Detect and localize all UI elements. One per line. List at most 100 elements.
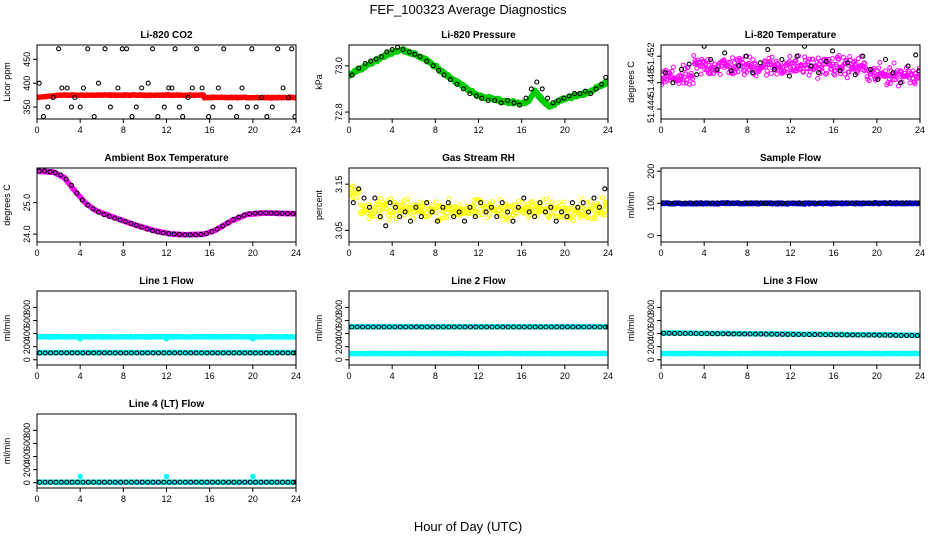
data-point: [539, 86, 545, 92]
data-point: [199, 350, 205, 356]
data-point: [429, 209, 435, 215]
data-point: [456, 202, 462, 208]
data-point: [852, 72, 858, 78]
y-tick-label: 600: [22, 313, 32, 328]
data-point: [816, 70, 822, 76]
data-point: [553, 218, 559, 224]
series-pres-0: [349, 45, 608, 110]
data-point: [817, 200, 823, 206]
data-point: [405, 196, 411, 201]
data-point: [403, 324, 409, 330]
data-point: [605, 324, 608, 330]
data-point: [74, 190, 80, 196]
data-point: [577, 91, 583, 97]
x-tick-label: 20: [560, 125, 570, 135]
data-point: [779, 56, 785, 63]
data-point: [285, 350, 291, 356]
data-point: [830, 48, 836, 54]
data-point: [828, 332, 834, 338]
data-point: [570, 324, 576, 330]
data-point: [236, 350, 242, 356]
data-point: [709, 200, 715, 206]
data-point: [866, 200, 872, 206]
data-point: [764, 72, 769, 78]
data-point: [677, 200, 683, 206]
x-tick-label: 0: [34, 248, 39, 258]
data-point: [669, 68, 675, 74]
data-point: [505, 97, 511, 104]
data-point: [77, 336, 83, 342]
data-point: [876, 65, 882, 71]
data-point: [806, 332, 812, 338]
data-point: [376, 324, 382, 330]
figure-xlabel: Hour of Day (UTC): [414, 519, 522, 534]
data-point: [844, 75, 850, 81]
data-point: [236, 214, 242, 220]
data-point: [155, 114, 161, 119]
data-point: [758, 200, 764, 206]
data-point: [58, 172, 64, 178]
y-tick-label: 24.0: [22, 225, 32, 243]
data-point: [841, 55, 846, 60]
data-point: [516, 324, 522, 330]
data-point: [670, 80, 676, 86]
data-point: [664, 78, 670, 84]
data-point: [794, 53, 800, 59]
data-point: [685, 64, 691, 70]
data-point: [785, 331, 791, 337]
data-point: [661, 82, 665, 88]
data-point: [526, 209, 532, 215]
data-point: [91, 350, 97, 356]
data-point: [145, 350, 151, 356]
data-point: [42, 350, 48, 356]
data-point: [198, 231, 204, 237]
data-point: [548, 324, 554, 330]
data-point: [775, 60, 780, 66]
data-point: [231, 350, 237, 356]
data-point: [855, 56, 861, 62]
data-point: [72, 94, 78, 101]
data-point: [234, 114, 240, 119]
data-point: [580, 200, 586, 206]
data-point: [715, 331, 721, 337]
data-point: [490, 199, 496, 204]
series-abox-1: [37, 168, 296, 238]
data-point: [489, 324, 495, 330]
data-point: [559, 209, 565, 215]
data-point: [678, 66, 685, 72]
y-tick-label: 100: [646, 196, 656, 211]
data-point: [368, 58, 374, 64]
data-point: [500, 217, 506, 223]
data-point: [582, 206, 588, 212]
data-point: [898, 200, 904, 206]
data-point: [752, 200, 758, 206]
data-point: [473, 93, 479, 99]
data-point: [591, 324, 598, 330]
data-point: [63, 176, 69, 182]
data-point: [527, 212, 533, 218]
data-point: [96, 350, 102, 356]
x-tick-label: 16: [205, 125, 215, 135]
x-tick-label: 8: [121, 248, 126, 258]
data-point: [757, 60, 763, 66]
x-tick-label: 8: [121, 125, 126, 135]
data-point: [53, 350, 59, 356]
x-tick-label: 24: [603, 371, 613, 381]
y-tick-label: 400: [22, 326, 32, 341]
data-point: [604, 350, 608, 357]
data-point: [914, 332, 920, 339]
data-point: [598, 204, 604, 210]
data-point: [461, 218, 468, 224]
x-tick-label: 16: [829, 371, 839, 381]
data-point: [601, 211, 607, 217]
data-point: [370, 213, 376, 219]
x-tick-label: 24: [915, 248, 925, 258]
data-point: [386, 217, 392, 223]
data-point: [161, 104, 167, 110]
data-point: [887, 81, 893, 86]
data-point: [214, 226, 220, 232]
data-point: [365, 324, 371, 330]
data-point: [707, 71, 713, 77]
